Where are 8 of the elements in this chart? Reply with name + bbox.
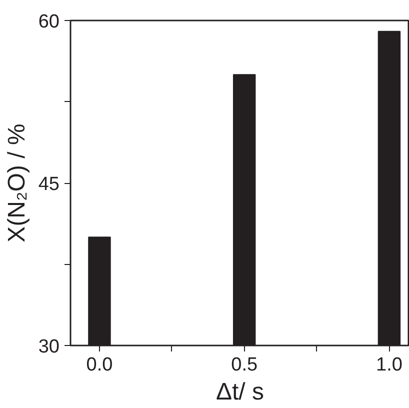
y-tick-label: 30 bbox=[38, 336, 60, 358]
y-axis-title: X(N₂O) / % bbox=[3, 124, 30, 242]
y-tick-label: 60 bbox=[38, 12, 60, 32]
y-tick-label: 45 bbox=[38, 174, 60, 195]
x-tick-label: 0.5 bbox=[231, 354, 258, 376]
x-tick-label: 0.0 bbox=[86, 354, 113, 376]
x-axis-title: Δt/ s bbox=[216, 378, 264, 406]
x-tick-label: 1.0 bbox=[376, 354, 402, 376]
